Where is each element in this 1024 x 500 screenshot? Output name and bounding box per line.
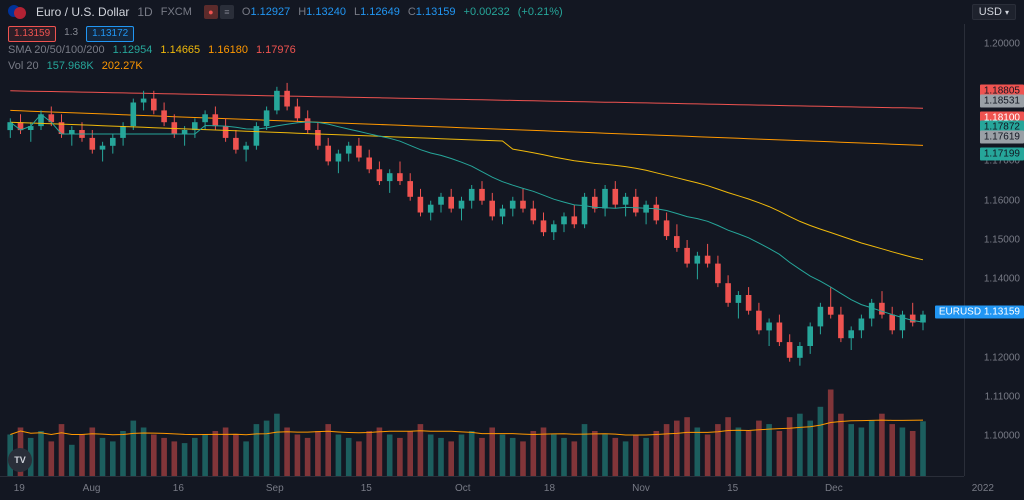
x-tick: Aug xyxy=(83,483,101,494)
sma-legend[interactable]: SMA 20/50/100/200 1.12954 1.14665 1.1618… xyxy=(8,44,296,56)
symbol-title[interactable]: Euro / U.S. Dollar xyxy=(36,5,129,19)
exchange-label: FXCM xyxy=(161,6,192,18)
x-tick-year: 2022 xyxy=(972,483,994,494)
y-tick: 1.15000 xyxy=(984,235,1020,246)
x-tick: Nov xyxy=(632,483,650,494)
ohlc-readout: O1.12927 H1.13240 L1.12649 C1.13159 +0.0… xyxy=(242,6,563,18)
price-axis[interactable]: 1.10000 1.11000 1.12000 1.14000 1.15000 1.160… xyxy=(964,24,1024,476)
ask-pill: 1.13172 xyxy=(86,26,134,42)
currency-selector[interactable]: USD ▾ xyxy=(972,4,1016,20)
volume-legend[interactable]: Vol 20 157.968K 202.27K xyxy=(8,60,143,72)
time-axis[interactable]: 19Aug16Sep15Oct18Nov15Dec2022 xyxy=(0,476,964,500)
tradingview-logo-icon[interactable]: TV xyxy=(8,448,32,472)
x-tick: 19 xyxy=(14,483,25,494)
chart-canvas[interactable] xyxy=(0,24,964,476)
x-tick: Dec xyxy=(825,483,843,494)
x-tick: Oct xyxy=(455,483,471,494)
chevron-down-icon: ▾ xyxy=(1005,8,1009,17)
y-tick: 1.12000 xyxy=(984,352,1020,363)
header-status-icons: ● ≡ xyxy=(204,5,234,19)
y-tick: 1.11000 xyxy=(985,392,1020,403)
x-tick: Sep xyxy=(266,483,284,494)
data-indicator-icon: ≡ xyxy=(220,5,234,19)
x-tick: 16 xyxy=(173,483,184,494)
price-label: EURUSD 1.13159 xyxy=(935,306,1024,319)
spread-pill: 1.3 xyxy=(62,26,80,42)
y-tick: 1.20000 xyxy=(984,38,1020,49)
x-tick: 15 xyxy=(361,483,372,494)
y-tick: 1.14000 xyxy=(984,274,1020,285)
price-pills: 1.13159 1.3 1.13172 xyxy=(8,26,134,42)
symbol-flag-icon xyxy=(8,5,28,19)
price-label: 1.17619 xyxy=(980,131,1024,144)
y-tick: 1.16000 xyxy=(984,195,1020,206)
bid-pill: 1.13159 xyxy=(8,26,56,42)
x-tick: 15 xyxy=(727,483,738,494)
x-tick: 18 xyxy=(544,483,555,494)
price-label: 1.18531 xyxy=(980,95,1024,108)
chart-header: Euro / U.S. Dollar 1D FXCM ● ≡ O1.12927 … xyxy=(0,0,1024,24)
market-closed-icon: ● xyxy=(204,5,218,19)
timeframe-label[interactable]: 1D xyxy=(137,5,152,19)
price-label: 1.17199 xyxy=(980,147,1024,160)
y-tick: 1.10000 xyxy=(984,431,1020,442)
